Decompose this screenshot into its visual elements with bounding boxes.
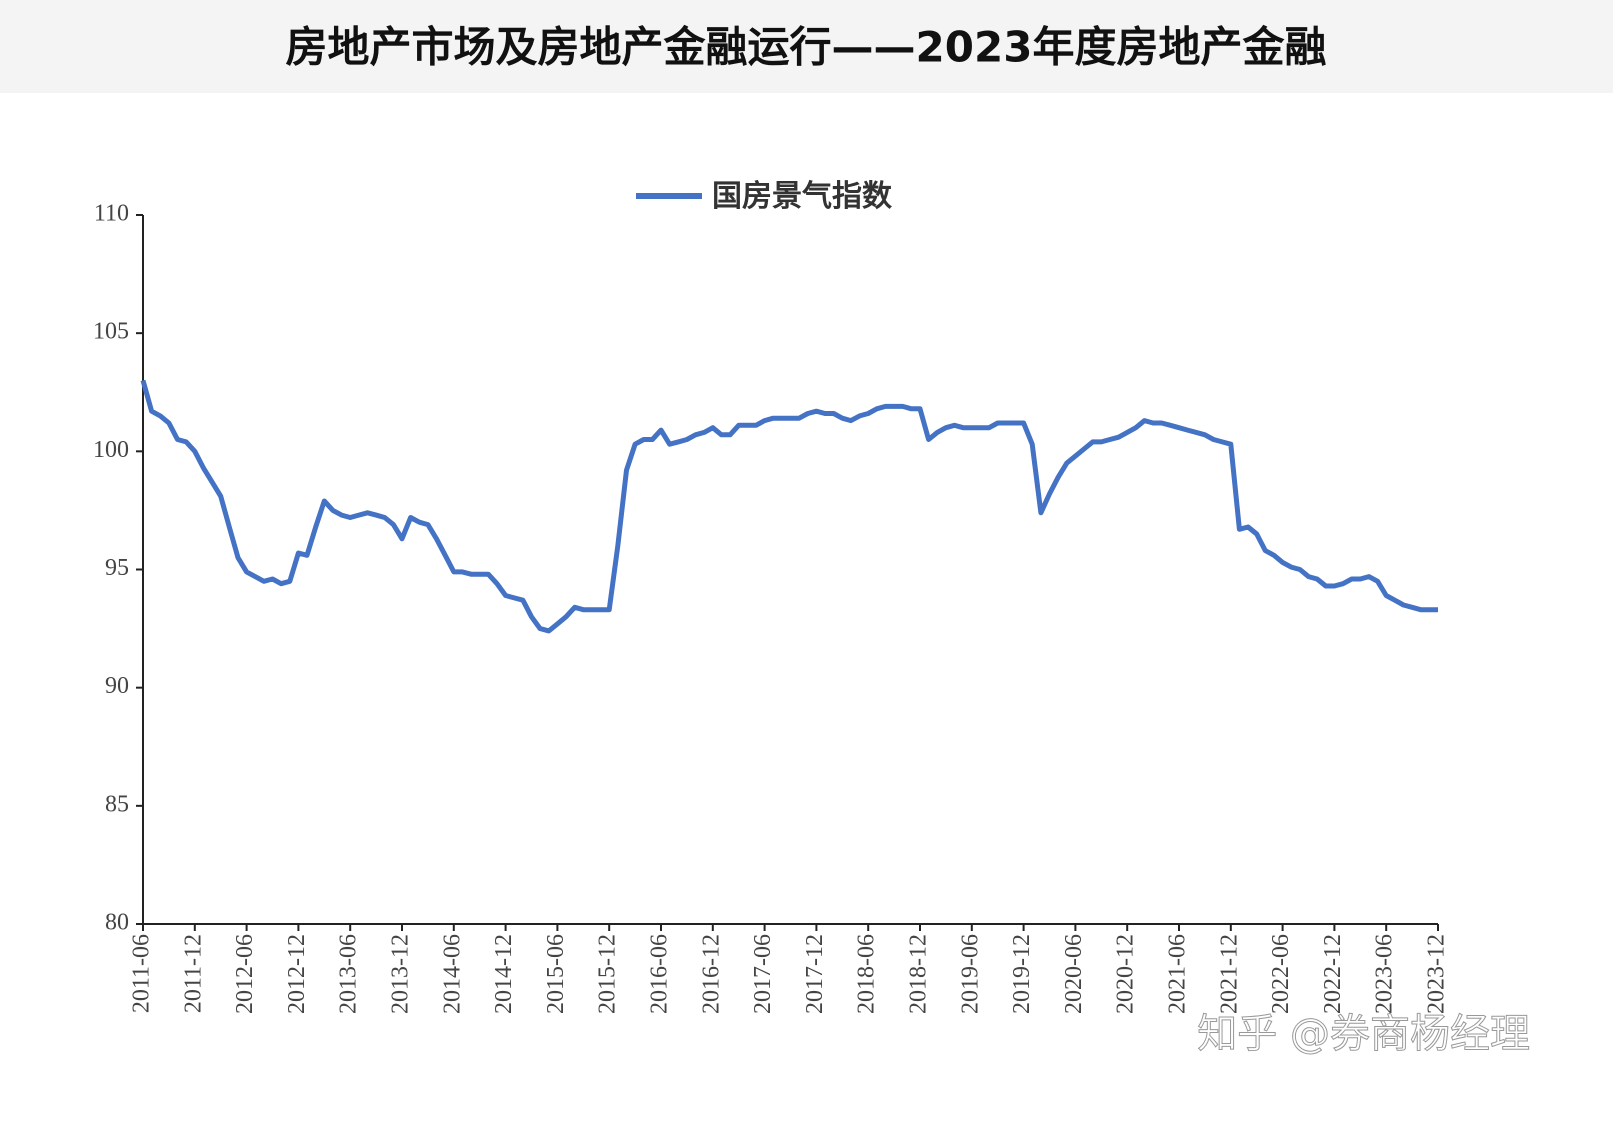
y-tick-label: 90 <box>105 673 129 699</box>
x-tick-label: 2023-06 <box>1372 934 1398 1014</box>
x-tick-label: 2016-12 <box>698 934 724 1014</box>
header-title: 房地产市场及房地产金融运行——2023年度房地产金融 <box>286 23 1327 72</box>
x-tick-label: 2021-12 <box>1216 934 1242 1014</box>
x-tick-label: 2022-06 <box>1268 934 1294 1014</box>
x-tick-label: 2015-06 <box>543 934 569 1014</box>
y-tick-label: 85 <box>105 791 129 817</box>
x-tick-label: 2011-12 <box>180 934 206 1013</box>
x-tick-label: 2018-12 <box>906 934 932 1014</box>
y-tick-label: 110 <box>94 201 129 227</box>
y-tick-label: 95 <box>105 555 129 581</box>
x-tick-label: 2019-06 <box>957 934 983 1014</box>
x-tick-label: 2018-06 <box>854 934 880 1014</box>
x-tick-label: 2021-06 <box>1165 934 1191 1014</box>
y-tick-label: 100 <box>93 437 129 463</box>
x-tick-label: 2013-06 <box>336 934 362 1014</box>
x-tick-label: 2014-12 <box>491 934 517 1014</box>
x-tick-label: 2014-06 <box>439 934 465 1014</box>
y-tick-label: 105 <box>93 319 129 345</box>
legend-label: 国房景气指数 <box>712 179 893 214</box>
y-tick-label: 80 <box>105 910 129 936</box>
x-tick-label: 2013-12 <box>388 934 414 1014</box>
x-tick-label: 2017-12 <box>802 934 828 1014</box>
header-bar <box>0 0 1613 93</box>
line-series <box>140 379 1438 634</box>
x-tick-label: 2016-06 <box>647 934 673 1014</box>
chart: 80 85 90 95 100 105 110 2011-06 2011-12 2012-06 20… <box>93 179 1450 1014</box>
x-tick-label: 2012-12 <box>284 934 310 1014</box>
x-tick-label: 2020-12 <box>1113 934 1139 1014</box>
x-tick-label: 2023-12 <box>1424 934 1450 1014</box>
x-tick-label: 2019-12 <box>1009 934 1035 1014</box>
x-tick-label: 2012-06 <box>232 934 258 1014</box>
watermark: 知乎 @券商杨经理 <box>1197 1011 1530 1057</box>
x-tick-label: 2022-12 <box>1320 934 1346 1014</box>
x-tick-label: 2011-06 <box>129 934 155 1013</box>
x-tick-label: 2020-06 <box>1061 934 1087 1014</box>
x-tick-label: 2015-12 <box>595 934 621 1014</box>
x-tick-label: 2017-06 <box>750 934 776 1014</box>
